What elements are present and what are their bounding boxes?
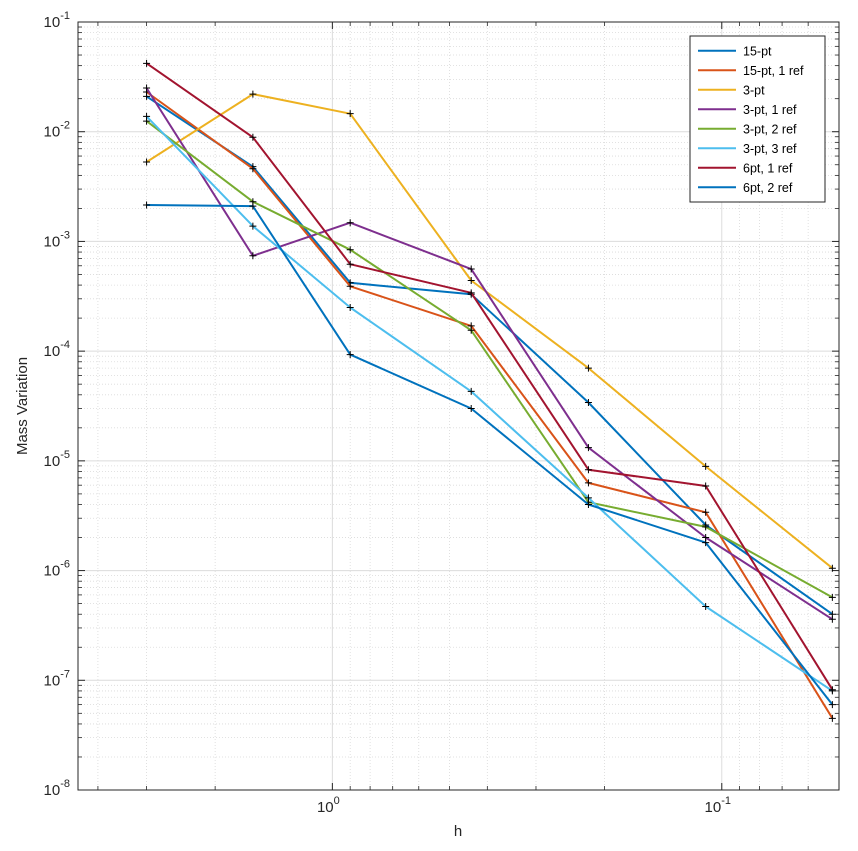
legend-item: 3-pt, 2 ref — [698, 122, 797, 136]
data-point-marker — [702, 603, 710, 611]
data-point-marker — [249, 252, 257, 260]
legend-item: 3-pt, 3 ref — [698, 142, 797, 156]
data-point-marker — [584, 444, 592, 452]
data-point-marker — [702, 523, 710, 531]
major-grid — [78, 21, 839, 791]
y-axis-label: Mass Variation — [14, 357, 31, 455]
series-3-pt-1-ref — [143, 84, 836, 623]
legend-label: 3-pt — [743, 83, 765, 97]
data-point-marker — [702, 539, 710, 547]
data-point-marker — [584, 466, 592, 474]
legend-label: 6pt, 2 ref — [743, 181, 793, 195]
data-point-marker — [467, 405, 475, 413]
data-point-marker — [702, 482, 710, 490]
data-point-marker — [702, 462, 710, 470]
series-6pt-1-ref — [143, 59, 836, 694]
data-point-marker — [143, 158, 151, 166]
data-point-marker — [143, 112, 151, 120]
data-point-marker — [467, 277, 475, 285]
data-point-marker — [143, 84, 151, 92]
data-point-marker — [346, 303, 354, 311]
data-point-marker — [702, 508, 710, 516]
series-3-pt-3-ref — [143, 112, 836, 695]
data-point-marker — [828, 701, 836, 709]
data-point-marker — [467, 289, 475, 297]
axis-ticks — [78, 21, 840, 791]
legend-item: 6pt, 1 ref — [698, 161, 793, 175]
x-axis-label: h — [454, 823, 462, 840]
data-point-marker — [346, 246, 354, 254]
data-point-marker — [828, 686, 836, 694]
plot-border — [77, 21, 840, 791]
legend: 15-pt 15-pt, 1 ref 3-pt 3-pt, 1 ref 3-pt, 2 … — [689, 35, 826, 203]
legend-label: 6pt, 1 ref — [743, 161, 793, 175]
data-point-marker — [584, 479, 592, 487]
data-point-marker — [467, 326, 475, 334]
data-point-marker — [249, 133, 257, 141]
legend-label: 15-pt, 1 ref — [743, 64, 804, 78]
legend-item: 15-pt — [698, 44, 772, 58]
data-point-marker — [249, 90, 257, 98]
series-3-pt — [143, 90, 836, 572]
data-point-marker — [467, 265, 475, 273]
legend-label: 3-pt, 3 ref — [743, 142, 797, 156]
data-point-marker — [249, 222, 257, 230]
legend-label: 3-pt, 2 ref — [743, 122, 797, 136]
data-point-marker — [828, 564, 836, 572]
data-point-marker — [584, 399, 592, 407]
legend-item: 15-pt, 1 ref — [698, 64, 804, 78]
minor-grid — [78, 22, 840, 790]
data-point-marker — [143, 201, 151, 209]
series-6pt-2-ref — [143, 201, 836, 709]
legend-label: 3-pt, 1 ref — [743, 103, 797, 117]
legend-item: 3-pt — [698, 83, 765, 97]
data-point-marker — [467, 387, 475, 395]
legend-item: 3-pt, 1 ref — [698, 103, 797, 117]
series-3-pt-2-ref — [143, 117, 836, 601]
data-point-marker — [143, 59, 151, 67]
data-point-marker — [346, 351, 354, 359]
data-point-marker — [828, 593, 836, 601]
data-point-marker — [346, 282, 354, 290]
legend-label: 15-pt — [743, 44, 772, 58]
data-point-marker — [584, 364, 592, 372]
data-point-marker — [584, 501, 592, 509]
legend-box — [689, 35, 826, 203]
data-point-marker — [346, 260, 354, 268]
data-point-marker — [828, 714, 836, 722]
data-point-marker — [346, 219, 354, 227]
data-point-marker — [584, 494, 592, 502]
data-point-marker — [249, 165, 257, 173]
data-point-marker — [828, 615, 836, 623]
legend-item: 6pt, 2 ref — [698, 181, 793, 195]
data-point-marker — [249, 202, 257, 210]
data-point-marker — [346, 110, 354, 118]
series-layer — [143, 59, 836, 722]
